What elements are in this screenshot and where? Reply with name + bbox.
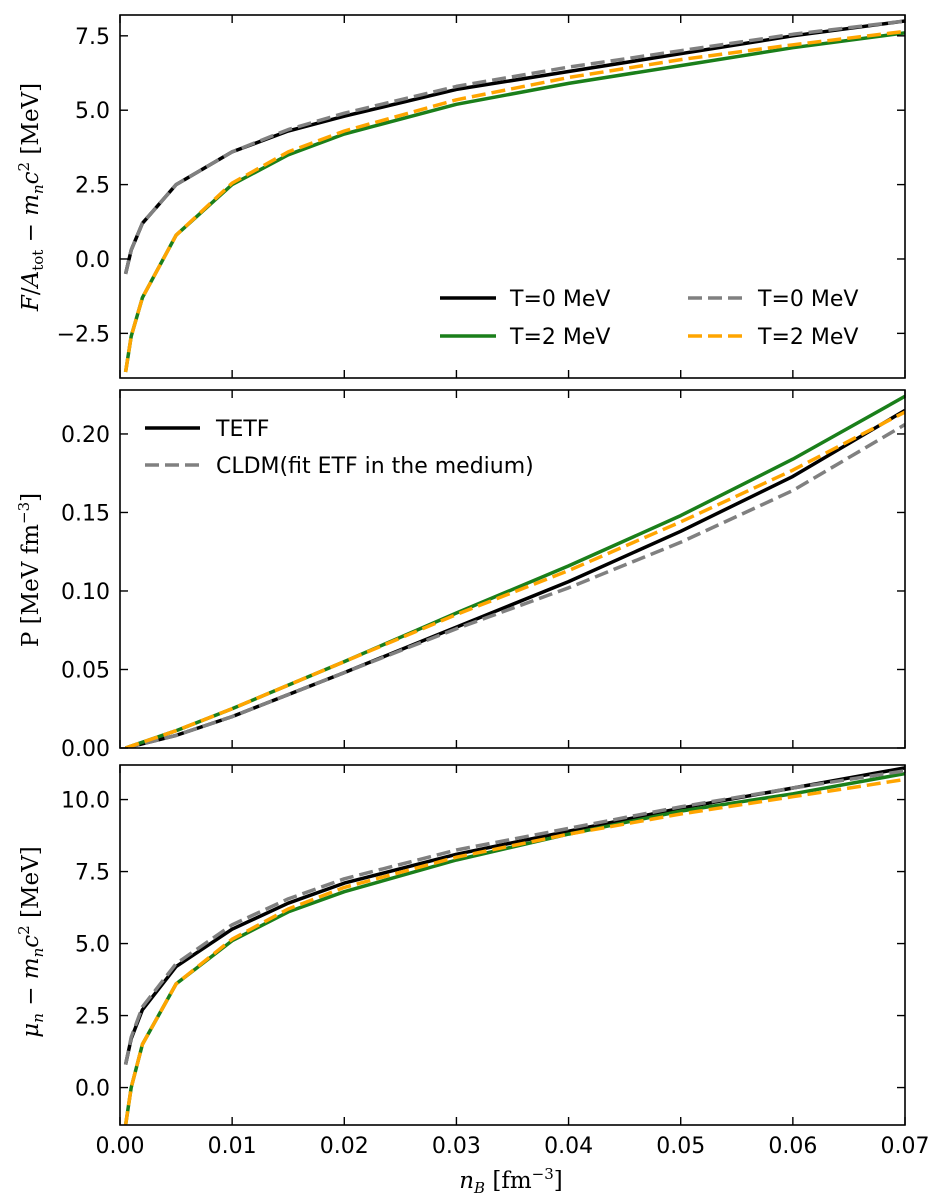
xlabel-baryon-density: nB [fm−3]: [459, 1165, 563, 1197]
panel-free-energy: F/Atot − mnc2 [MeV] T=0 MeV T=2 MeV T=0 …: [15, 14, 906, 379]
y-tick-label: 0.0: [75, 248, 110, 273]
legend-label-tetf: TETF: [215, 417, 269, 442]
series-group: [125, 394, 905, 748]
y-tick-label: 0.00: [61, 737, 110, 762]
plot-frame: [119, 764, 906, 1126]
legend-label-t2-cldm: T=2 MeV: [757, 325, 858, 350]
series-group: [123, 19, 905, 373]
y-tick-label: 5.0: [75, 99, 110, 124]
panel-chemical-potential: μn − mnc2 [MeV] nB [fm−3] 0.00 0.01 0.02 0.…: [15, 764, 930, 1197]
legend-label-cldm: CLDM(fit ETF in the medium): [216, 454, 534, 479]
legend-label-t0-tetf: T=0 MeV: [509, 287, 610, 312]
legend-label-t0-cldm: T=0 MeV: [757, 287, 858, 312]
series-line-cldm-t-2-mev-3: [123, 29, 905, 373]
y-tick-label: 0.05: [61, 658, 110, 683]
y-tick-label: 7.5: [75, 861, 110, 886]
x-tick-label: 0.05: [656, 1134, 705, 1159]
y-tick-label: 5.0: [75, 933, 110, 958]
x-tick-label: 0.02: [320, 1134, 369, 1159]
x-tick-label: 0.00: [96, 1134, 145, 1159]
ylabel-pressure: P [MeV fm−3]: [15, 493, 44, 647]
x-tick-label: 0.04: [544, 1134, 593, 1159]
x-tick-label: 0.06: [768, 1134, 817, 1159]
y-tick-label: 10.0: [61, 789, 110, 814]
x-tick-label: 0.07: [881, 1134, 930, 1159]
plot-frame: [119, 14, 906, 379]
plot-frame: [119, 389, 906, 749]
legend-temperature: T=0 MeV T=2 MeV T=0 MeV T=2 MeV: [440, 287, 858, 350]
legend-model: TETF CLDM(fit ETF in the medium): [145, 417, 534, 479]
y-tick-label: 0.20: [61, 423, 110, 448]
ylabel-chemical-potential: μn − mnc2 [MeV]: [15, 846, 47, 1037]
y-tick-label: −2.5: [57, 322, 110, 347]
x-tick-label: 0.01: [208, 1134, 257, 1159]
y-tick-label: 0.0: [75, 1077, 110, 1102]
ylabel-free-energy: F/Atot − mnc2 [MeV]: [15, 83, 47, 312]
series-line-t-2-mev-cldm-3: [123, 777, 905, 1125]
y-tick-label: 0.10: [61, 580, 110, 605]
y-tick-label: 2.5: [75, 174, 110, 199]
series-line-t-2-mev-tetf-1: [123, 771, 905, 1125]
y-tick-label: 0.15: [61, 501, 110, 526]
y-tick-label: 7.5: [75, 25, 110, 50]
series-line-t-2-mev-cldm-3: [125, 410, 905, 748]
y-tick-label: 2.5: [75, 1005, 110, 1030]
series-group: [123, 766, 905, 1125]
x-tick-label: 0.03: [432, 1134, 481, 1159]
series-line-t-0-mev-cldm-2: [123, 769, 905, 1065]
legend-label-t2-tetf: T=2 MeV: [509, 325, 610, 350]
series-line-cldm-t-0-mev-2: [123, 19, 905, 275]
panel-pressure: P [MeV fm−3] TETF CLDM(fit ETF in the me…: [15, 389, 906, 762]
series-line-cldm-fit-etf-in-the-medium-2: [125, 422, 905, 748]
